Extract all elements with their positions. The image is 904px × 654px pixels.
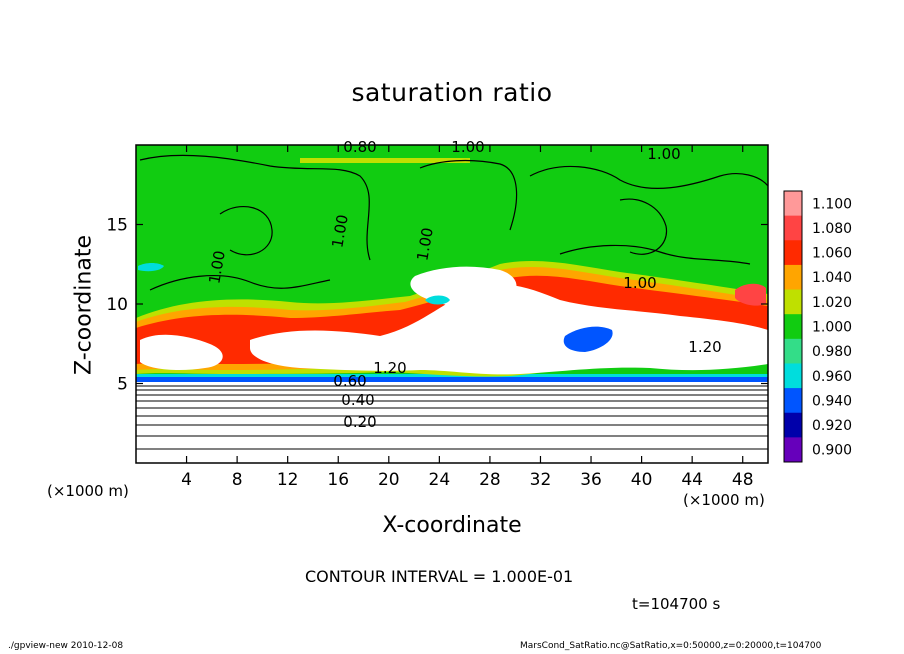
colorbar-label: 0.900 xyxy=(812,443,852,459)
contour-label: 1.20 xyxy=(688,338,721,356)
colorbar-swatch xyxy=(784,215,802,241)
lower-subsaturated-layer xyxy=(136,382,768,463)
x-tick-label: 8 xyxy=(232,470,243,490)
x-tick-label: 44 xyxy=(681,470,703,490)
x-tick-label: 4 xyxy=(181,470,192,490)
upper-contours xyxy=(139,154,768,291)
colorbar-frame xyxy=(783,190,803,463)
contour-label: 1.00 xyxy=(623,274,656,292)
cyan-patch-left xyxy=(138,263,164,272)
cloud-interior-center xyxy=(250,284,768,375)
colorbar-label: 1.000 xyxy=(812,320,852,336)
contour-interval-text: CONTOUR INTERVAL = 1.000E-01 xyxy=(305,567,574,586)
x-tick-label: 32 xyxy=(530,470,552,490)
contour-label: 1.00 xyxy=(413,226,437,262)
x-axis-label: X-coordinate xyxy=(382,513,522,538)
contour-label: 0.40 xyxy=(341,391,374,409)
contour-line-4 xyxy=(219,205,273,256)
contour-line-2 xyxy=(419,159,518,231)
colorbar-swatch xyxy=(784,412,802,438)
colorbar-label: 0.980 xyxy=(812,344,852,360)
x-tick-label: 40 xyxy=(631,470,653,490)
x-tick-label: 24 xyxy=(429,470,451,490)
contour-label: 0.80 xyxy=(343,138,376,156)
colorbar-swatch xyxy=(784,289,802,315)
colorbar-swatch xyxy=(784,240,802,266)
contour-label: 1.00 xyxy=(451,138,484,156)
top-yellow-line xyxy=(300,158,470,163)
lower-contours xyxy=(136,385,768,450)
colorbar-swatch xyxy=(784,191,802,217)
colorbar-swatch xyxy=(784,437,802,463)
footer-right: MarsCond_SatRatio.nc@SatRatio,x=0:50000,… xyxy=(520,641,822,651)
x-unit-note: (×1000 m) xyxy=(683,491,765,509)
x-tick-label: 36 xyxy=(580,470,602,490)
contour-line-6 xyxy=(149,274,331,291)
contour-line-1 xyxy=(139,154,371,261)
y-tick-label: 10 xyxy=(106,295,128,315)
contour-label: 1.00 xyxy=(328,213,352,249)
x-tick-label: 48 xyxy=(732,470,754,490)
cloud-interior-left xyxy=(140,334,223,370)
time-text: t=104700 s xyxy=(632,595,721,613)
y-tick-label: 15 xyxy=(106,216,128,236)
y-tick-label: 5 xyxy=(117,375,128,395)
colorbar-label: 1.020 xyxy=(812,295,852,311)
contour-line-5 xyxy=(619,198,668,255)
colorbar-label: 1.060 xyxy=(812,246,852,262)
contour-label: 1.00 xyxy=(647,145,680,163)
colorbar-label: 0.920 xyxy=(812,418,852,434)
plot-area xyxy=(136,145,768,463)
colorbar-label: 1.040 xyxy=(812,270,852,286)
chart-title: saturation ratio xyxy=(351,78,553,107)
contour-line-7 xyxy=(559,244,751,265)
colorbar-swatch xyxy=(784,314,802,340)
colorbar-swatch xyxy=(784,264,802,291)
cyan-patch-mid xyxy=(425,295,450,305)
x-tick-label: 28 xyxy=(479,470,501,490)
colorbar-label: 1.080 xyxy=(812,221,852,237)
x-tick-label: 12 xyxy=(277,470,299,490)
footer-left: ./gpview-new 2010-12-08 xyxy=(8,641,124,651)
x-tick-label: 20 xyxy=(378,470,400,490)
red-patch-upper-right xyxy=(735,283,766,306)
contour-line-3 xyxy=(529,165,768,189)
colorbar-swatch xyxy=(784,363,802,389)
colorbar-label: 0.960 xyxy=(812,369,852,385)
lower-blue-strip xyxy=(136,377,768,382)
colorbar-swatch xyxy=(784,338,802,364)
x-tick-label: 16 xyxy=(327,470,349,490)
contour-label: 1.20 xyxy=(373,359,406,377)
colorbar-label: 1.100 xyxy=(812,196,852,212)
contour-label: 0.60 xyxy=(333,372,366,390)
z-unit-note: (×1000 m) xyxy=(47,482,129,500)
colorbar-swatch xyxy=(784,388,802,414)
contour-label: 1.00 xyxy=(205,249,229,285)
blue-patch-right xyxy=(563,326,613,352)
colorbar-label: 0.940 xyxy=(812,393,852,409)
contour-label: 0.20 xyxy=(343,413,376,431)
